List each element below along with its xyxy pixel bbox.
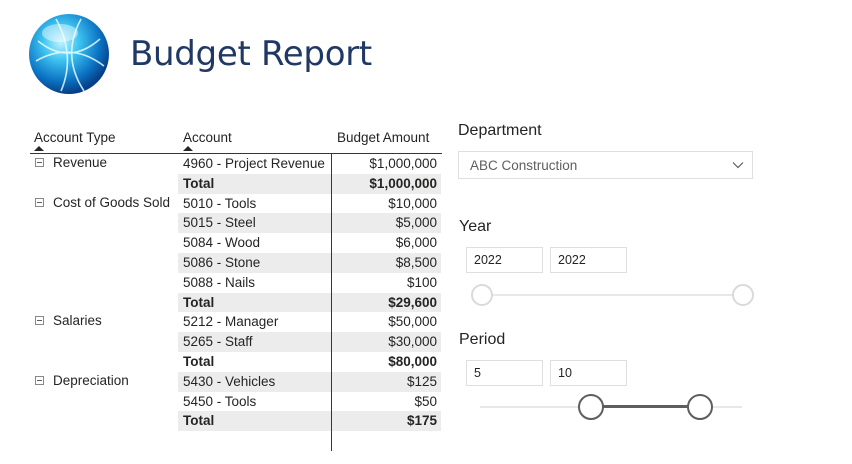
account-type-cell: Revenue xyxy=(30,155,178,170)
year-label: Year xyxy=(459,218,492,235)
account-cell: 5086 - Stone xyxy=(178,252,331,273)
account-cell: 5084 - Wood xyxy=(183,235,261,251)
budget-amount-cell: $80,000 xyxy=(388,353,437,369)
budget-amount-cell: $10,000 xyxy=(388,195,437,211)
column-header-account[interactable]: Account xyxy=(183,130,232,145)
account-type-cell: Depreciation xyxy=(30,373,178,388)
budget-amount-cell: $50,000 xyxy=(388,314,437,330)
account-cell: Total xyxy=(178,173,331,194)
column-header-account-type[interactable]: Account Type xyxy=(34,130,116,145)
department-selected: ABC Construction xyxy=(470,158,578,173)
page-title: Budget Report xyxy=(130,34,372,74)
column-header-budget-amount[interactable]: Budget Amount xyxy=(337,130,430,145)
budget-amount-cell: $100 xyxy=(406,274,437,290)
column-divider xyxy=(331,153,332,451)
budget-amount-cell: $1,000,000 xyxy=(369,156,437,171)
sort-ascending-icon[interactable] xyxy=(183,146,193,151)
period-slider-max-handle[interactable] xyxy=(687,394,713,420)
account-cell: Total xyxy=(178,411,331,432)
account-cell: 5265 - Staff xyxy=(178,332,331,352)
chevron-down-icon[interactable] xyxy=(732,159,744,171)
table-row: Depreciation 5430 - Vehicles $125 xyxy=(30,371,442,392)
collapse-icon[interactable] xyxy=(35,316,44,326)
table-row: Cost of Goods Sold 5010 - Tools $10,000 xyxy=(30,194,442,214)
period-label: Period xyxy=(459,331,506,348)
budget-amount-cell: $6,000 xyxy=(395,235,437,251)
account-type-label: Cost of Goods Sold xyxy=(53,194,171,210)
account-type-label: Depreciation xyxy=(53,372,129,388)
table-row: 5265 - Staff $30,000 xyxy=(30,332,442,352)
account-cell: 5015 - Steel xyxy=(178,213,331,234)
account-cell: 5450 - Tools xyxy=(183,393,257,409)
total-row: Total $80,000 xyxy=(30,352,442,372)
table-row: 5084 - Wood $6,000 xyxy=(30,233,442,253)
table-row: Revenue 4960 - Project Revenue $1,000,000 xyxy=(30,154,442,174)
account-cell: 4960 - Project Revenue xyxy=(183,156,325,171)
account-cell: 5010 - Tools xyxy=(183,195,257,211)
globe-logo-icon xyxy=(29,14,109,94)
table-row: 5086 - Stone $8,500 xyxy=(30,252,442,273)
account-type-label: Salaries xyxy=(53,313,102,329)
account-type-cell: Salaries xyxy=(30,313,178,328)
total-row: Total $175 xyxy=(30,411,442,432)
account-cell: 5430 - Vehicles xyxy=(178,371,331,392)
period-slider-range xyxy=(592,405,700,408)
collapse-icon[interactable] xyxy=(35,158,44,167)
account-cell: 5088 - Nails xyxy=(183,274,256,290)
year-slider-min-handle[interactable] xyxy=(471,284,493,306)
account-cell: Total xyxy=(178,292,331,313)
year-slider-track xyxy=(484,294,742,296)
budget-amount-cell: $30,000 xyxy=(331,332,441,352)
year-from-input[interactable]: 2022 xyxy=(466,247,543,273)
period-from-input[interactable]: 5 xyxy=(466,360,543,386)
year-slider-max-handle[interactable] xyxy=(732,284,754,306)
account-cell: Total xyxy=(183,353,215,369)
budget-amount-cell: $29,600 xyxy=(331,292,441,313)
matrix-header: Account Type Account Budget Amount xyxy=(30,124,442,154)
total-row: Total $29,600 xyxy=(30,292,442,313)
collapse-icon[interactable] xyxy=(35,375,44,385)
period-slider-min-handle[interactable] xyxy=(578,394,604,420)
budget-amount-cell: $8,500 xyxy=(331,252,441,273)
budget-amount-cell: $5,000 xyxy=(331,213,441,234)
budget-matrix: Account Type Account Budget Amount Reven… xyxy=(30,124,442,432)
table-row: 5015 - Steel $5,000 xyxy=(30,213,442,234)
year-to-input[interactable]: 2022 xyxy=(550,247,627,273)
department-dropdown[interactable]: ABC Construction xyxy=(458,151,753,179)
budget-amount-cell: $50 xyxy=(414,393,437,409)
period-to-input[interactable]: 10 xyxy=(550,360,627,386)
table-row: Salaries 5212 - Manager $50,000 xyxy=(30,312,442,332)
table-row: 5450 - Tools $50 xyxy=(30,392,442,412)
account-type-label: Revenue xyxy=(53,155,108,170)
collapse-icon[interactable] xyxy=(35,197,44,207)
total-row: Total $1,000,000 xyxy=(30,173,442,194)
account-cell: 5212 - Manager xyxy=(183,314,279,330)
department-label: Department xyxy=(458,122,542,139)
account-type-cell: Cost of Goods Sold xyxy=(30,195,178,210)
budget-amount-cell: $175 xyxy=(331,411,441,432)
budget-amount-cell: $125 xyxy=(331,371,441,392)
budget-amount-cell: $1,000,000 xyxy=(331,173,441,194)
table-row: 5088 - Nails $100 xyxy=(30,273,442,293)
sort-ascending-icon[interactable] xyxy=(34,146,44,151)
